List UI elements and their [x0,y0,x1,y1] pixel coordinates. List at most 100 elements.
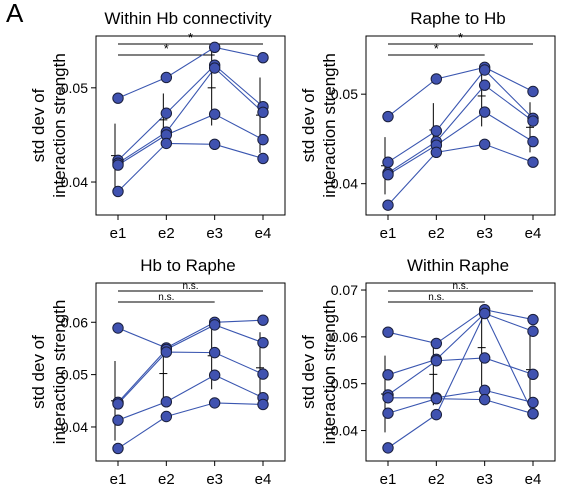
significance-label: * [188,30,193,45]
significance-label: * [164,41,169,56]
data-point [382,156,394,168]
data-point [112,398,124,410]
y-axis-label: interaction strength [50,53,69,198]
series-line [387,84,534,174]
data-point [257,314,269,326]
data-point [382,199,394,211]
data-point [527,368,539,381]
data-point [527,325,539,337]
data-point [382,442,394,454]
y-axis-label: interaction strength [320,300,339,445]
y-axis-label: std dev of [299,335,318,409]
data-point [112,414,124,426]
series-line [387,398,534,415]
series-line [117,374,264,421]
y-axis-label: std dev of [29,335,48,409]
x-tick-label: e1 [380,225,397,242]
x-tick-label: e2 [158,225,175,242]
data-point [430,393,443,405]
y-tick-label: 0.05 [331,376,358,392]
y-axis-label: interaction strength [320,53,339,198]
y-axis-label: interaction strength [50,300,69,445]
data-point [208,62,221,74]
x-tick-label: e3 [206,471,223,488]
series-line [387,312,534,376]
data-point [112,185,124,198]
chart-title: Hb to Raphe [140,256,235,275]
plot-frame [95,282,286,462]
data-point [527,85,539,98]
data-point [208,138,221,151]
y-tick-label: 0.04 [331,176,358,192]
y-tick-label: 0.06 [331,329,358,345]
series-line [117,113,264,166]
data-point [527,156,539,168]
series-line [117,46,264,99]
significance-label: n.s. [428,292,444,303]
data-point [208,108,221,120]
series-line [388,389,534,403]
chart-panel: Hb to Raphe std dev of interaction strengt… [29,256,286,488]
data-point [527,115,539,127]
data-point [382,392,394,404]
x-tick-label: e4 [525,225,542,242]
y-tick-label: 0.07 [331,282,358,298]
x-tick-label: e1 [110,471,127,488]
y-axis-label: std dev of [29,88,48,162]
y-axis-label: std dev of [299,88,318,162]
data-point [478,138,491,150]
data-point [527,313,539,326]
data-point [430,146,443,159]
series-line [117,324,264,403]
data-point [112,442,124,455]
data-point [430,73,443,85]
data-point [527,135,539,148]
plot-frame [365,35,556,216]
significance-label: * [434,41,439,56]
data-point [478,307,491,320]
data-point [112,159,124,171]
data-point [112,322,124,334]
x-tick-label: e1 [110,225,127,242]
x-tick-label: e1 [380,471,397,488]
data-point [160,107,173,119]
series-line [117,402,264,449]
data-point [160,137,173,150]
data-point [478,64,491,76]
data-point [160,396,173,408]
x-tick-label: e4 [525,471,542,488]
y-tick-label: 0.04 [331,423,358,439]
chart-title: Within Hb connectivity [104,9,272,28]
x-tick-label: e4 [255,225,272,242]
data-point [478,384,491,396]
data-point [478,79,491,91]
data-point [382,407,394,419]
data-point [430,408,443,421]
x-tick-label: e4 [255,471,272,488]
data-point [208,397,221,409]
data-point [382,110,394,123]
plot-frame [365,282,556,462]
series-line [117,319,264,349]
data-point [208,41,221,54]
data-point [478,106,491,118]
data-point [257,336,269,349]
y-tick-label: 0.05 [331,86,358,102]
plot-frame [95,35,286,216]
chart-title: Raphe to Hb [410,9,505,28]
significance-label: n.s. [182,281,198,292]
series-line [387,69,534,163]
data-point [208,319,221,331]
data-point [257,398,269,411]
series-line [117,351,264,405]
series-line [387,312,534,449]
series-line [387,66,534,117]
significance-label: * [458,30,463,45]
data-point [478,393,491,406]
series-line [387,111,534,176]
significance-label: n.s. [452,281,468,292]
data-point [257,51,269,64]
y-tick-label: 0.04 [61,174,88,190]
data-point [382,326,394,338]
